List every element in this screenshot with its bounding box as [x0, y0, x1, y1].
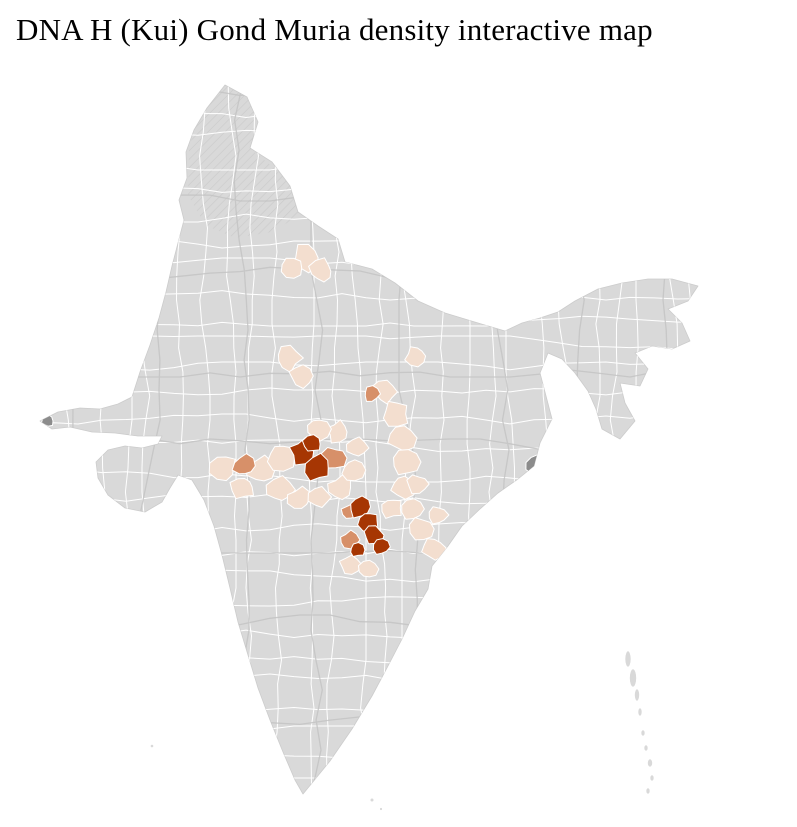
district-dark-density[interactable] [304, 452, 329, 482]
district-light-density[interactable] [406, 474, 430, 495]
district-light-density[interactable] [381, 499, 402, 519]
district-light-density[interactable] [266, 445, 296, 472]
district-dark-density[interactable] [372, 538, 391, 555]
district-light-density[interactable] [307, 486, 333, 508]
district-light-density[interactable] [345, 436, 370, 457]
page-title: DNA H (Kui) Gond Muria density interacti… [16, 12, 653, 47]
district-light-density[interactable] [401, 498, 425, 520]
district-medium-density[interactable] [364, 385, 381, 402]
district-light-density[interactable] [404, 346, 427, 368]
district-light-density[interactable] [341, 459, 367, 482]
island [629, 668, 637, 688]
district-light-density[interactable] [357, 559, 380, 578]
density-districts [40, 243, 553, 578]
district-light-density[interactable] [229, 478, 254, 500]
district-medium-density[interactable] [231, 453, 256, 475]
district-light-density[interactable] [288, 364, 314, 389]
district-light-density[interactable] [277, 344, 304, 373]
district-light-density[interactable] [208, 456, 236, 482]
district-light-density[interactable] [308, 257, 332, 283]
district-light-density[interactable] [428, 506, 450, 525]
island [634, 688, 640, 702]
district-gray-density[interactable] [539, 445, 553, 459]
island [647, 758, 653, 768]
island [643, 744, 649, 752]
islet [379, 807, 383, 811]
district-dark-density[interactable] [350, 542, 366, 557]
district-light-density[interactable] [387, 425, 418, 452]
district-light-density[interactable] [338, 554, 363, 575]
island [649, 774, 655, 782]
island [624, 650, 632, 668]
island-chain [150, 650, 655, 811]
island [637, 707, 643, 717]
island [640, 729, 646, 737]
district-light-density[interactable] [393, 449, 422, 476]
district-light-density[interactable] [280, 257, 303, 279]
islet [150, 744, 154, 748]
district-light-density[interactable] [382, 400, 409, 427]
islet [369, 797, 375, 803]
district-dark-density[interactable] [301, 434, 321, 452]
island [645, 787, 651, 795]
district-light-density[interactable] [286, 485, 311, 509]
district-gray-density[interactable] [40, 413, 54, 427]
district-light-density[interactable] [408, 517, 435, 541]
hatched-region [188, 85, 300, 238]
